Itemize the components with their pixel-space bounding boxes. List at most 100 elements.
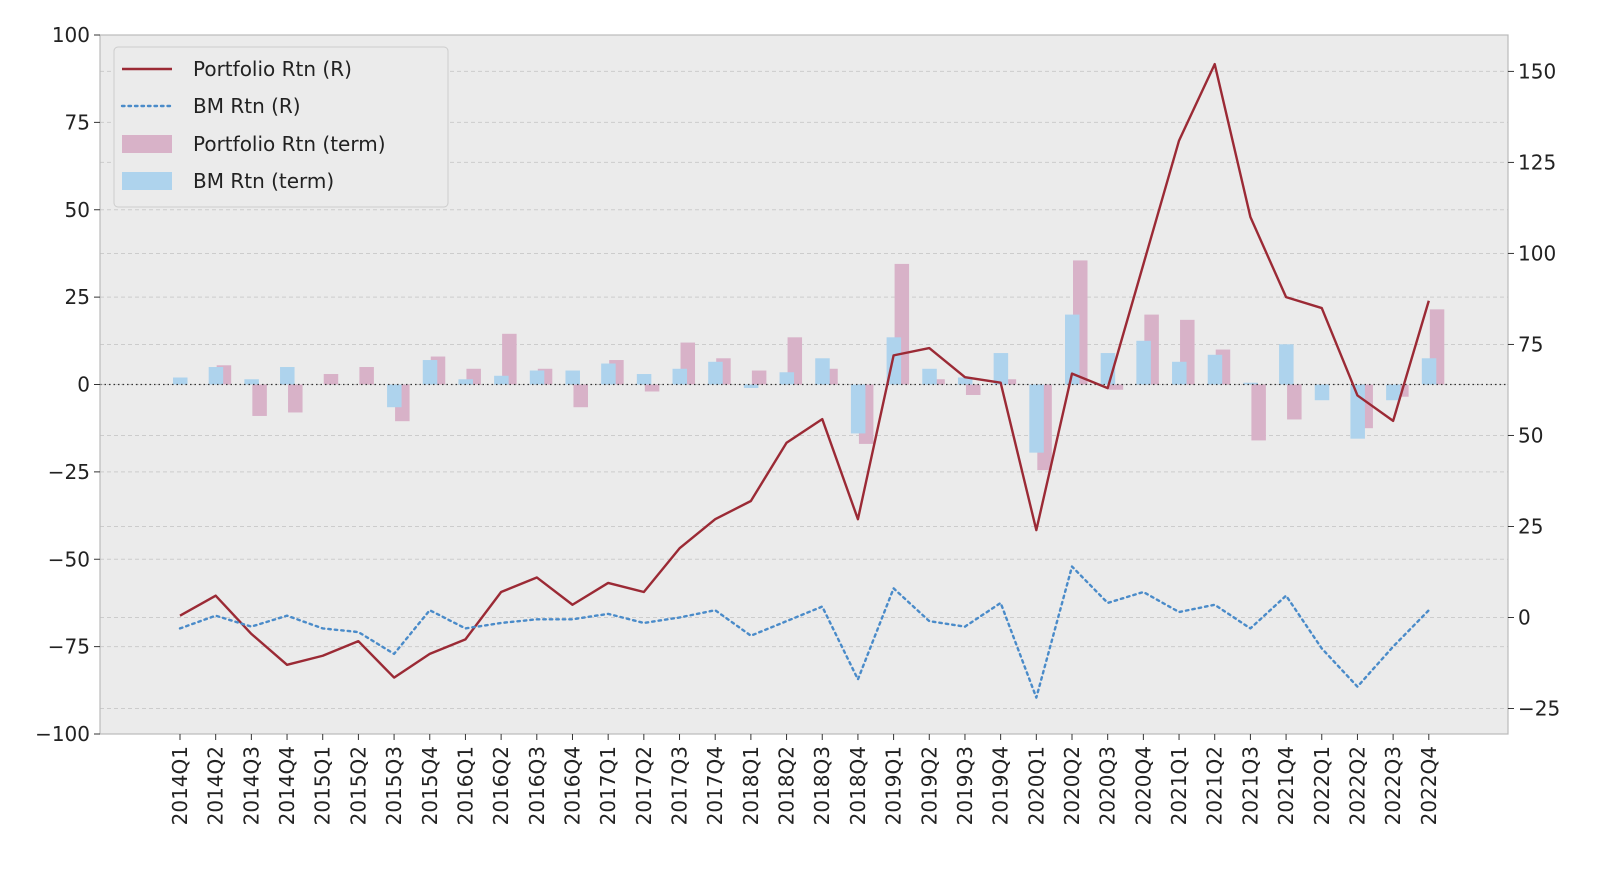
- right-y-axis: 150 125 100 75 50 25 0 −25: [1508, 59, 1560, 721]
- bm-term-bar: [601, 363, 616, 385]
- portfolio-term-bar: [965, 384, 981, 395]
- bm-term-bar: [708, 361, 723, 385]
- bm-term-bar: [173, 377, 188, 385]
- bm-term-bar: [850, 384, 866, 434]
- bm-term-bar: [1172, 361, 1187, 385]
- x-tick-label: 2014Q3: [239, 746, 263, 825]
- x-tick-label: 2020Q3: [1096, 746, 1120, 825]
- bm-term-bar: [1350, 384, 1365, 439]
- legend-swatch-bm-term: [122, 172, 172, 190]
- bm-term-bar: [529, 370, 545, 385]
- portfolio-rtn-line: [179, 62, 1430, 679]
- x-tick-label: 2015Q4: [418, 746, 442, 825]
- bm-term-bar: [672, 368, 688, 385]
- x-tick-label: 2015Q3: [382, 746, 406, 825]
- portfolio-term-bar: [751, 370, 767, 385]
- right-tick-label: 75: [1518, 332, 1543, 356]
- x-tick-label: 2020Q1: [1024, 746, 1048, 825]
- x-tick-label: 2022Q2: [1345, 746, 1369, 825]
- x-tick-label: 2014Q2: [204, 746, 228, 825]
- portfolio-term-bar: [1001, 379, 1017, 385]
- bm-rtn-line: [178, 565, 1431, 699]
- bm-term-bar: [1065, 314, 1080, 385]
- portfolio-term-bar: [502, 333, 517, 385]
- x-tick-label: 2021Q3: [1238, 746, 1262, 825]
- bm-term-bar: [636, 374, 652, 385]
- bm-term-bar: [1279, 344, 1294, 385]
- bm-term-bar: [1136, 340, 1151, 385]
- bm-term-bar: [565, 370, 580, 385]
- bm-term-bar: [494, 375, 509, 385]
- x-tick-label: 2018Q4: [846, 746, 870, 825]
- bm-term-bar: [422, 360, 438, 385]
- bm-term-bar: [815, 358, 830, 385]
- left-tick-label: 75: [65, 110, 90, 134]
- portfolio-term-bar: [644, 384, 660, 392]
- left-tick-label: 0: [77, 373, 90, 397]
- bm-term-bar: [1314, 384, 1330, 401]
- x-tick-label: 2017Q1: [596, 746, 620, 825]
- bm-term-bar: [208, 367, 224, 385]
- x-tick-label: 2019Q1: [882, 746, 906, 825]
- portfolio-term-bar: [1251, 384, 1266, 441]
- x-tick-label: 2018Q2: [775, 746, 799, 825]
- portfolio-term-bar: [930, 379, 945, 385]
- x-tick-label: 2017Q2: [632, 746, 656, 825]
- portfolio-term-bar: [323, 374, 339, 385]
- legend-label-bm-rtn: BM Rtn (R): [193, 94, 301, 118]
- portfolio-term-bar: [573, 384, 588, 408]
- x-tick-label: 2019Q4: [989, 746, 1013, 825]
- right-tick-label: 125: [1518, 150, 1556, 174]
- x-tick-label: 2021Q2: [1203, 746, 1227, 825]
- x-tick-label: 2015Q2: [346, 746, 370, 825]
- bm-term-bar: [244, 379, 259, 385]
- legend-label-portfolio-term: Portfolio Rtn (term): [193, 132, 386, 156]
- left-tick-label: −100: [35, 722, 90, 746]
- portfolio-term-bar: [1287, 384, 1302, 420]
- bm-term-bar: [1386, 384, 1401, 401]
- bm-term-bar: [387, 384, 402, 408]
- bm-term-bar: [957, 377, 973, 385]
- x-tick-label: 2016Q1: [453, 746, 477, 825]
- x-tick-label: 2016Q3: [525, 746, 549, 825]
- lines-layer: [178, 62, 1431, 699]
- x-tick-label: 2014Q4: [275, 746, 299, 825]
- right-tick-label: −25: [1518, 697, 1560, 721]
- legend-swatch-portfolio-term: [122, 135, 172, 153]
- bm-term-bar: [1421, 358, 1437, 385]
- x-tick-label: 2020Q4: [1131, 746, 1155, 825]
- bm-term-bar: [280, 367, 295, 385]
- bm-term-bar: [779, 372, 795, 385]
- right-tick-label: 0: [1518, 606, 1531, 630]
- left-tick-label: 25: [65, 285, 90, 309]
- right-tick-label: 150: [1518, 59, 1556, 83]
- x-tick-label: 2019Q2: [917, 746, 941, 825]
- left-tick-label: 100: [52, 23, 90, 47]
- bm-term-bar: [743, 384, 759, 388]
- x-tick-label: 2014Q1: [168, 746, 192, 825]
- x-tick-label: 2020Q2: [1060, 746, 1084, 825]
- bm-term-bar: [1207, 354, 1223, 385]
- x-tick-label: 2017Q4: [703, 746, 727, 825]
- legend: Portfolio Rtn (R) BM Rtn (R) Portfolio Rtn…: [113, 46, 449, 208]
- x-axis: 2014Q1 2014Q2 2014Q3 2014Q4 2015Q1 2015Q2 2015…: [168, 734, 1441, 825]
- legend-label-bm-term: BM Rtn (term): [193, 169, 334, 193]
- bm-term-bar: [458, 379, 473, 385]
- x-tick-label: 2021Q4: [1274, 746, 1298, 825]
- x-tick-label: 2016Q4: [560, 746, 584, 825]
- x-tick-label: 2018Q3: [810, 746, 834, 825]
- x-tick-label: 2017Q3: [668, 746, 692, 825]
- x-tick-label: 2022Q4: [1417, 746, 1441, 825]
- left-y-axis: 100 75 50 25 0 −25 −50 −75 −100: [35, 23, 100, 746]
- legend-label-portfolio-rtn: Portfolio Rtn (R): [193, 57, 352, 81]
- x-tick-label: 2022Q3: [1381, 746, 1405, 825]
- portfolio-term-bar: [1108, 384, 1124, 390]
- portfolio-term-bar: [252, 384, 267, 416]
- legend-box: [113, 46, 449, 208]
- left-tick-label: 50: [65, 198, 90, 222]
- left-tick-label: −50: [48, 547, 90, 571]
- left-tick-label: −25: [48, 460, 90, 484]
- portfolio-term-bar: [288, 384, 303, 413]
- bm-term-bar: [1243, 382, 1258, 385]
